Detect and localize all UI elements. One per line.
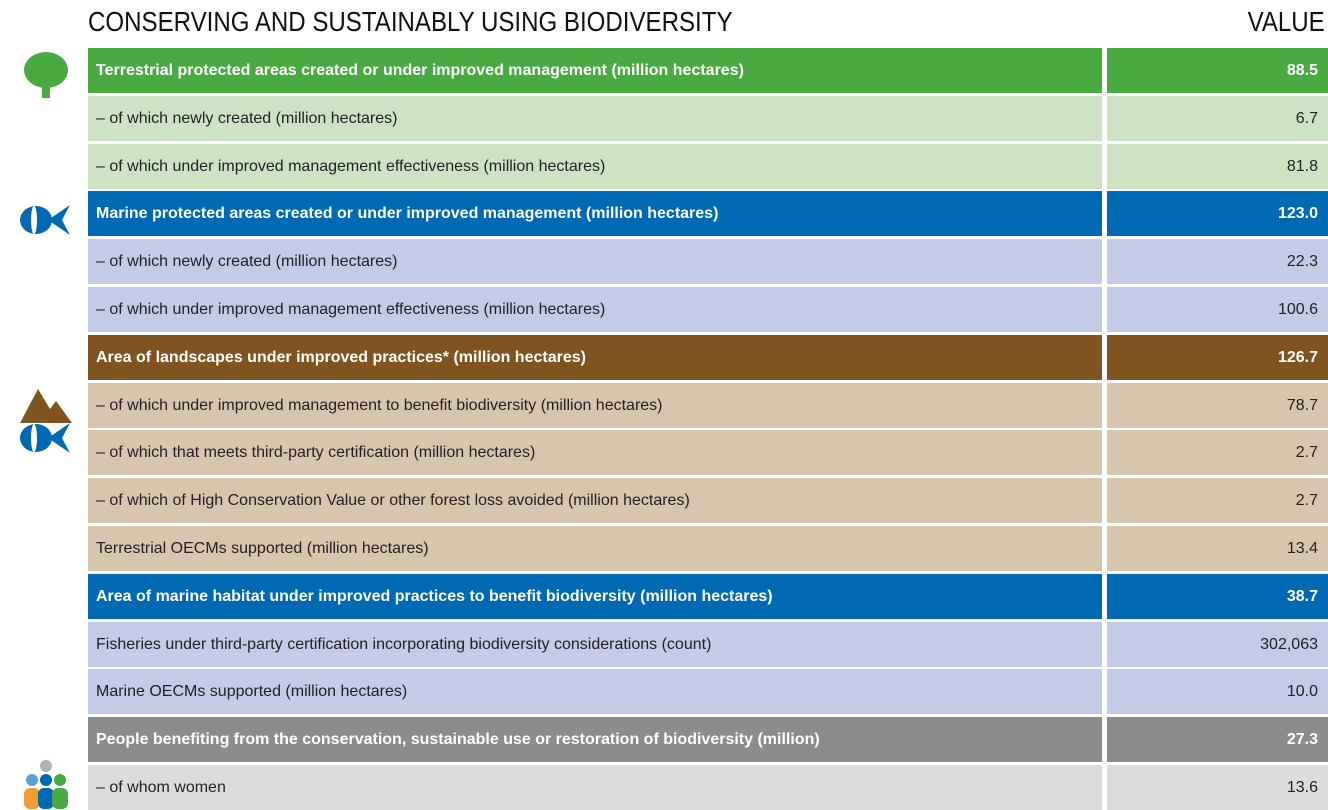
- row-label: Fisheries under third-party certificatio…: [88, 621, 1102, 667]
- fish-icon: [20, 205, 70, 235]
- section-header: Area of marine habitat under improved pr…: [88, 573, 1328, 619]
- row-label: Marine OECMs supported (million hectares…: [88, 669, 1102, 715]
- table-row: – of which that meets third-party certif…: [88, 430, 1328, 476]
- row-label: – of which under improved management eff…: [88, 143, 1102, 189]
- section-header: Marine protected areas created or under …: [88, 191, 1328, 237]
- row-value: 302,063: [1107, 621, 1328, 667]
- table-row: – of which newly created (million hectar…: [88, 239, 1328, 285]
- row-value: 100.6: [1107, 287, 1328, 332]
- row-label: – of which newly created (million hectar…: [88, 239, 1102, 285]
- section-header: Terrestrial protected areas created or u…: [88, 48, 1328, 93]
- row-value: 13.6: [1107, 765, 1328, 810]
- row-value: 38.7: [1107, 573, 1328, 619]
- row-value: 78.7: [1107, 382, 1328, 428]
- row-label: – of which that meets third-party certif…: [88, 430, 1102, 476]
- row-label: Marine protected areas created or under …: [88, 191, 1102, 237]
- row-value: 10.0: [1107, 669, 1328, 715]
- table-row: Marine OECMs supported (million hectares…: [88, 669, 1328, 715]
- row-value: 6.7: [1107, 95, 1328, 141]
- row-label: Terrestrial protected areas created or u…: [88, 48, 1102, 93]
- row-value: 2.7: [1107, 430, 1328, 476]
- row-value: 126.7: [1107, 334, 1328, 380]
- row-value: 123.0: [1107, 191, 1328, 237]
- mountain-icon: [20, 389, 72, 423]
- title: CONSERVING AND SUSTAINABLY USING BIODIVE…: [88, 6, 733, 37]
- row-label: – of whom women: [88, 765, 1102, 810]
- table-row: – of whom women 13.6: [88, 765, 1328, 810]
- row-value: 27.3: [1107, 717, 1328, 763]
- row-label: Area of marine habitat under improved pr…: [88, 573, 1102, 619]
- fish-icon: [20, 423, 70, 453]
- row-value: 2.7: [1107, 478, 1328, 524]
- row-label: Terrestrial OECMs supported (million hec…: [88, 526, 1102, 571]
- section-header: Area of landscapes under improved practi…: [88, 334, 1328, 380]
- table-row: – of which of High Conservation Value or…: [88, 478, 1328, 524]
- row-value: 22.3: [1107, 239, 1328, 285]
- value-heading: VALUE: [1247, 6, 1325, 37]
- row-value: 88.5: [1107, 48, 1328, 93]
- table-row: – of which under improved management eff…: [88, 143, 1328, 189]
- people-icon: [24, 760, 68, 809]
- table-row: – of which under improved management to …: [88, 382, 1328, 428]
- table-row: – of which newly created (million hectar…: [88, 95, 1328, 141]
- row-value: 13.4: [1107, 526, 1328, 571]
- section-header: People benefiting from the conservation,…: [88, 717, 1328, 763]
- row-label: – of which under improved management to …: [88, 382, 1102, 428]
- row-label: – of which newly created (million hectar…: [88, 95, 1102, 141]
- table-row: – of which under improved management eff…: [88, 287, 1328, 332]
- row-label: Area of landscapes under improved practi…: [88, 334, 1102, 380]
- row-value: 81.8: [1107, 143, 1328, 189]
- row-label: – of which under improved management eff…: [88, 287, 1102, 332]
- row-label: People benefiting from the conservation,…: [88, 717, 1102, 763]
- tree-icon: [24, 52, 68, 98]
- table-row: Fisheries under third-party certificatio…: [88, 621, 1328, 667]
- row-label: – of which of High Conservation Value or…: [88, 478, 1102, 524]
- table-row: Terrestrial OECMs supported (million hec…: [88, 526, 1328, 571]
